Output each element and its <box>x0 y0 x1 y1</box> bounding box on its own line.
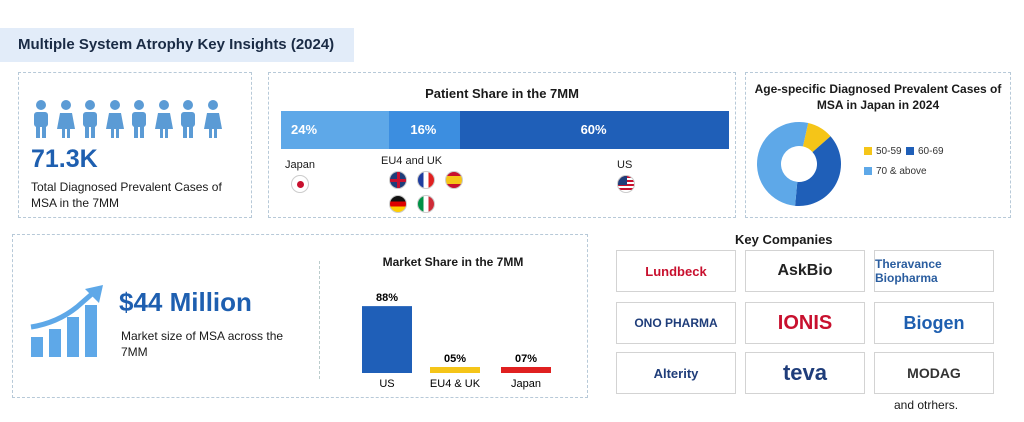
market-bar <box>501 367 551 373</box>
page-title: Multiple System Atrophy Key Insights (20… <box>0 28 354 62</box>
market-panel: $44 Million Market size of MSA across th… <box>12 234 588 398</box>
person-icon <box>34 100 48 138</box>
company-logo: ONO PHARMA <box>616 302 736 344</box>
person-icon <box>154 100 173 138</box>
prevalence-panel: 71.3K Total Diagnosed Prevalent Cases of… <box>18 72 252 218</box>
key-companies-title: Key Companies <box>735 232 833 247</box>
segment-value-label: 16% <box>410 122 437 137</box>
italy-flag-icon <box>417 195 435 213</box>
segment-label-eu4-uk: EU4 and UK <box>381 155 443 167</box>
person-icon <box>203 100 222 138</box>
uk-flag-icon <box>389 171 407 189</box>
us-flag-icon <box>617 175 635 193</box>
legend-item-50-59: 50-59 <box>864 146 902 157</box>
germany-flag-icon <box>389 195 407 213</box>
legend-item-70-above: 70 & above <box>864 166 927 177</box>
person-icon <box>181 100 195 138</box>
age-donut-chart <box>757 122 841 206</box>
company-logo: teva <box>745 352 865 394</box>
legend-swatch <box>906 147 914 155</box>
company-logo: MODAG <box>874 352 994 394</box>
person-icon <box>83 100 97 138</box>
japan-flag-icon <box>291 175 309 193</box>
company-logo: AskBio <box>745 250 865 292</box>
patient-share-segment: 24% <box>281 111 389 149</box>
donut-slice <box>795 136 841 206</box>
prevalence-value: 71.3K <box>31 145 98 173</box>
market-label: Market size of MSA across the 7MM <box>121 329 284 359</box>
bar-category-label: Japan <box>511 378 541 390</box>
donut-slice <box>757 122 809 206</box>
company-logo: IONIS <box>745 302 865 344</box>
market-bar <box>362 306 412 373</box>
bar-category-label: EU4 & UK <box>430 378 481 390</box>
patient-share-segment: 60% <box>460 111 729 149</box>
bar-category-label: US <box>379 378 394 390</box>
segment-value-label: 24% <box>291 122 318 137</box>
market-share-title: Market Share in the 7MM <box>382 255 524 269</box>
panel-divider <box>319 261 320 379</box>
donut-slice <box>802 123 831 153</box>
legend-label: 60-69 <box>918 146 944 157</box>
growth-chart-icon <box>30 285 103 357</box>
spain-flag-icon <box>445 171 463 189</box>
bar-value-label: 05% <box>444 353 466 365</box>
market-value: $44 Million <box>119 287 252 317</box>
market-share-chart: 88% US 05% EU4 & UK 07% Japan <box>362 292 551 390</box>
patient-share-title: Patient Share in the 7MM <box>425 86 579 101</box>
company-logo: Theravance Biopharma <box>874 250 994 292</box>
market-bar <box>430 367 480 373</box>
patient-share-panel: Patient Share in the 7MM 24% 16% 60% Japan… <box>268 72 736 218</box>
segment-label-japan: Japan <box>285 159 315 171</box>
age-chart-panel: Age-specific Diagnosed Prevalent Cases o… <box>745 72 1011 218</box>
france-flag-icon <box>417 171 435 189</box>
age-chart-title: Age-specific Diagnosed Prevalent Cases o… <box>754 82 1002 112</box>
person-icon <box>105 100 124 138</box>
company-logo: Alterity <box>616 352 736 394</box>
legend-swatch <box>864 167 872 175</box>
prevalence-label: Total Diagnosed Prevalent Cases of MSA i… <box>31 180 222 210</box>
legend-swatch <box>864 147 872 155</box>
legend-label: 70 & above <box>876 166 927 177</box>
patient-share-segment: 16% <box>388 111 461 149</box>
company-logo: Lundbeck <box>616 250 736 292</box>
person-icon <box>56 100 75 138</box>
legend-label: 50-59 <box>876 146 902 157</box>
segment-value-label: 60% <box>580 122 607 137</box>
others-note: and otrhers. <box>894 398 959 412</box>
bar-value-label: 07% <box>515 353 537 365</box>
person-icon <box>132 100 146 138</box>
bar-value-label: 88% <box>376 292 398 304</box>
company-logo: Biogen <box>874 302 994 344</box>
legend-item-60-69: 60-69 <box>906 146 944 157</box>
segment-label-us: US <box>617 159 633 171</box>
patient-share-bar: 24% 16% 60% <box>281 111 729 149</box>
